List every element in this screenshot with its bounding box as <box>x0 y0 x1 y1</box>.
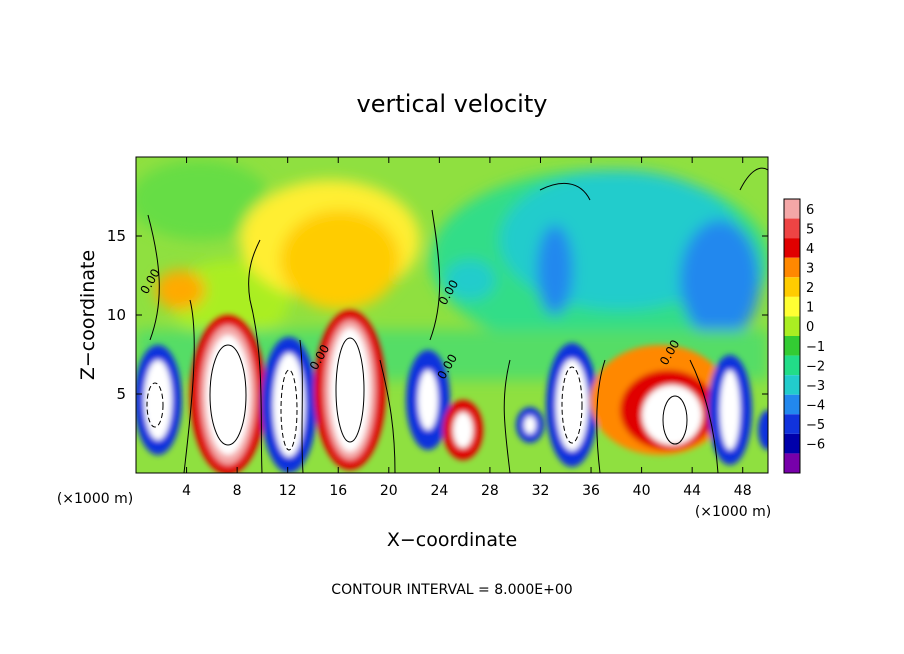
colorbar-swatch <box>784 394 800 415</box>
x-tick-label: 4 <box>182 483 191 499</box>
x-unit-right: (×1000 m) <box>695 504 771 520</box>
colorbar-swatch <box>784 199 800 219</box>
y-tick-label: 5 <box>116 385 126 403</box>
colorbar-level-label: 5 <box>806 222 814 237</box>
colorbar-level-label: −5 <box>806 418 825 433</box>
x-tick-label: 8 <box>233 483 242 499</box>
colorbar-swatch <box>784 316 800 336</box>
x-tick-label: 32 <box>532 483 550 499</box>
y-axis: 5 10 15 <box>107 227 768 403</box>
y-axis-label: Z−coordinate <box>77 250 99 380</box>
x-tick-label: 36 <box>582 483 600 499</box>
x-axis: 4 8 12 16 20 24 28 32 36 40 44 48 <box>182 157 752 499</box>
colorbar-frame <box>783 198 801 474</box>
x-tick-label: 44 <box>683 483 701 499</box>
colorbar-swatch <box>784 355 800 376</box>
colorbar-level-label: −6 <box>806 438 825 453</box>
x-tick-label: 48 <box>734 483 752 499</box>
contour-lines <box>146 167 768 473</box>
heatmap-field: 0.000.000.000.00 0.00 <box>136 157 768 473</box>
x-axis-label: X−coordinate <box>387 529 517 551</box>
colorbar-level-label: 6 <box>806 203 814 218</box>
x-tick-label: 28 <box>481 483 499 499</box>
x-unit-left: (×1000 m) <box>57 491 133 507</box>
colorbar-level-label: −1 <box>806 340 825 355</box>
colorbar-level-label: 2 <box>806 281 814 296</box>
colorbar-swatch <box>784 277 800 297</box>
y-tick-label: 10 <box>107 306 126 324</box>
colorbar-level-label: 0 <box>806 320 814 335</box>
colorbar-level-label: −2 <box>806 359 825 374</box>
colorbar-swatch <box>784 414 800 434</box>
footer-contour-interval: CONTOUR INTERVAL = 8.000E+00 <box>331 582 572 598</box>
colorbar-swatch <box>784 336 800 356</box>
colorbar-swatch <box>784 218 800 239</box>
colorbar-swatch <box>784 296 800 317</box>
cells-layer <box>136 310 768 473</box>
colorbar-swatch <box>784 453 800 473</box>
x-tick-label: 24 <box>430 483 448 499</box>
y-tick-label: 15 <box>107 227 126 245</box>
colorbar-level-label: −3 <box>806 379 825 394</box>
colorbar-swatch <box>784 433 800 454</box>
colorbar-swatch <box>784 257 800 278</box>
colorbar-level-label: 1 <box>806 301 814 316</box>
colorbar-swatch <box>784 238 800 258</box>
colorbar: 6 5 4 3 2 1 0 −1 −2 −3 −4 −5 −6 <box>783 198 825 474</box>
x-tick-label: 20 <box>380 483 398 499</box>
x-tick-label: 12 <box>279 483 297 499</box>
x-tick-label: 40 <box>633 483 651 499</box>
colorbar-level-label: −4 <box>806 399 825 414</box>
x-tick-label: 16 <box>329 483 347 499</box>
chart-title: vertical velocity <box>357 90 548 118</box>
colorbar-level-label: 3 <box>806 262 814 277</box>
broad-structure <box>136 160 768 380</box>
colorbar-level-label: 4 <box>806 242 814 257</box>
colorbar-swatch <box>784 375 800 395</box>
